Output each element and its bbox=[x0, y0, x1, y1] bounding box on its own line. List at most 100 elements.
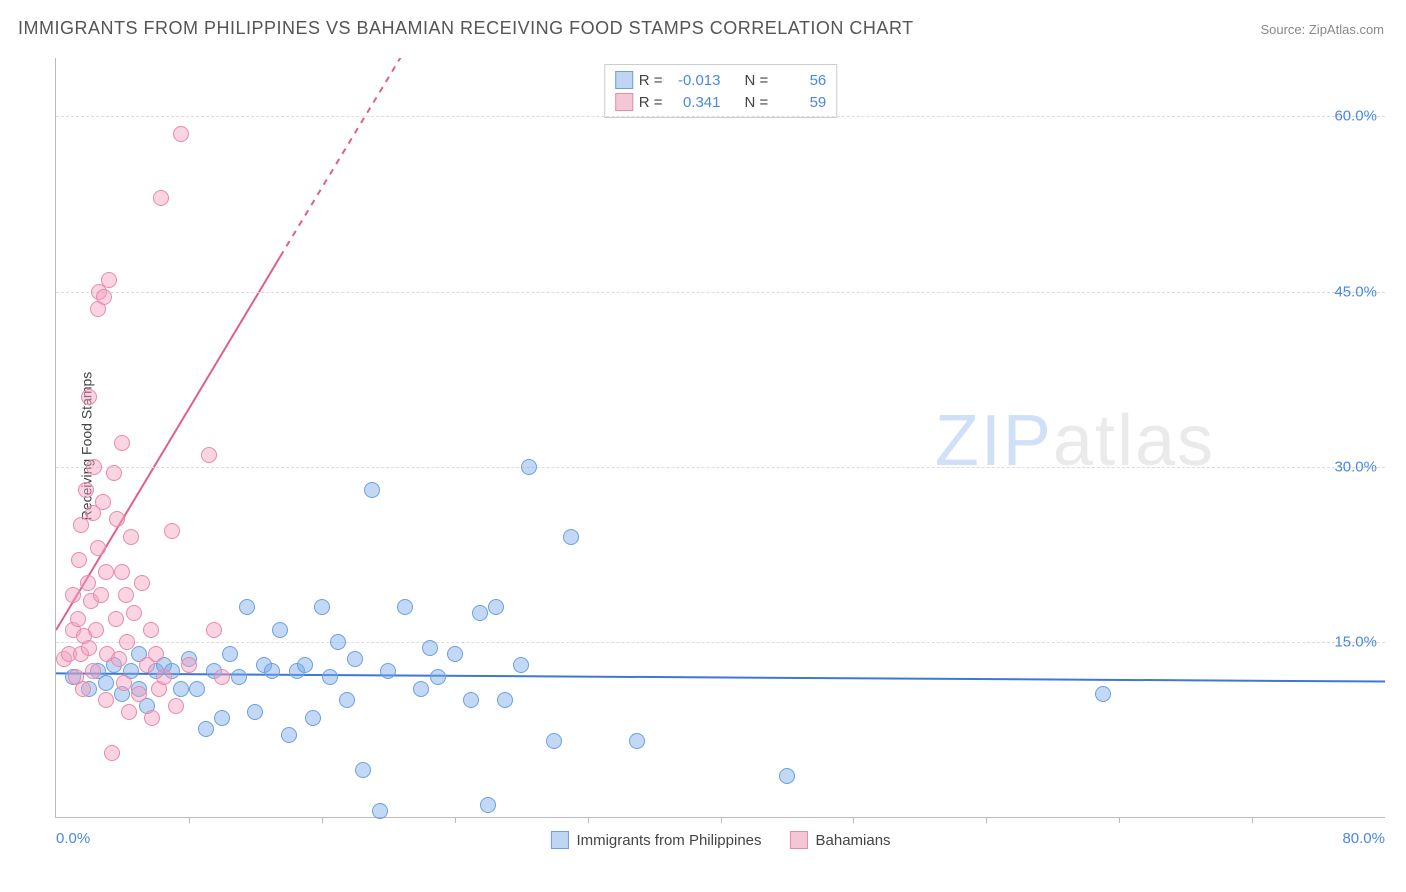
data-point bbox=[123, 529, 139, 545]
r-value-bahamians: 0.341 bbox=[669, 94, 721, 111]
data-point bbox=[104, 745, 120, 761]
data-point bbox=[118, 587, 134, 603]
data-point bbox=[488, 599, 504, 615]
gridline bbox=[56, 467, 1385, 468]
x-minor-tick bbox=[455, 817, 456, 823]
data-point bbox=[447, 646, 463, 662]
data-point bbox=[173, 681, 189, 697]
data-point bbox=[305, 710, 321, 726]
legend-row-bahamians: R = 0.341 N = 59 bbox=[615, 91, 827, 113]
scatter-plot-area: ZIPatlas R = -0.013 N = 56 R = 0.341 N =… bbox=[55, 58, 1385, 818]
swatch-philippines bbox=[615, 71, 633, 89]
data-point bbox=[297, 657, 313, 673]
data-point bbox=[106, 465, 122, 481]
x-minor-tick bbox=[853, 817, 854, 823]
y-tick-label: 45.0% bbox=[1334, 283, 1377, 300]
data-point bbox=[322, 669, 338, 685]
data-point bbox=[173, 126, 189, 142]
data-point bbox=[109, 511, 125, 527]
legend-item-philippines: Immigrants from Philippines bbox=[550, 831, 761, 849]
correlation-legend: R = -0.013 N = 56 R = 0.341 N = 59 bbox=[604, 64, 838, 118]
data-point bbox=[164, 523, 180, 539]
data-point bbox=[101, 272, 117, 288]
data-point bbox=[95, 494, 111, 510]
data-point bbox=[347, 651, 363, 667]
swatch-philippines-icon bbox=[550, 831, 568, 849]
data-point bbox=[521, 459, 537, 475]
swatch-bahamians bbox=[615, 93, 633, 111]
gridline bbox=[56, 642, 1385, 643]
data-point bbox=[168, 698, 184, 714]
data-point bbox=[214, 710, 230, 726]
data-point bbox=[90, 540, 106, 556]
series-legend: Immigrants from Philippines Bahamians bbox=[550, 831, 890, 849]
data-point bbox=[513, 657, 529, 673]
x-minor-tick bbox=[721, 817, 722, 823]
legend-row-philippines: R = -0.013 N = 56 bbox=[615, 69, 827, 91]
data-point bbox=[116, 675, 132, 691]
watermark-zip: ZIP bbox=[935, 401, 1053, 481]
data-point bbox=[181, 657, 197, 673]
data-point bbox=[355, 762, 371, 778]
data-point bbox=[546, 733, 562, 749]
chart-title: IMMIGRANTS FROM PHILIPPINES VS BAHAMIAN … bbox=[18, 18, 914, 39]
gridline bbox=[56, 292, 1385, 293]
data-point bbox=[264, 663, 280, 679]
data-point bbox=[214, 669, 230, 685]
data-point bbox=[80, 575, 96, 591]
data-point bbox=[247, 704, 263, 720]
x-minor-tick bbox=[1119, 817, 1120, 823]
data-point bbox=[314, 599, 330, 615]
data-point bbox=[1095, 686, 1111, 702]
data-point bbox=[98, 564, 114, 580]
legend-item-bahamians: Bahamians bbox=[790, 831, 891, 849]
data-point bbox=[114, 564, 130, 580]
data-point bbox=[81, 389, 97, 405]
data-point bbox=[239, 599, 255, 615]
data-point bbox=[497, 692, 513, 708]
x-minor-tick bbox=[588, 817, 589, 823]
data-point bbox=[364, 482, 380, 498]
data-point bbox=[75, 681, 91, 697]
data-point bbox=[397, 599, 413, 615]
data-point bbox=[131, 686, 147, 702]
data-point bbox=[81, 640, 97, 656]
data-point bbox=[156, 669, 172, 685]
data-point bbox=[153, 190, 169, 206]
data-point bbox=[413, 681, 429, 697]
data-point bbox=[114, 435, 130, 451]
x-minor-tick bbox=[986, 817, 987, 823]
data-point bbox=[85, 663, 101, 679]
data-point bbox=[339, 692, 355, 708]
data-point bbox=[206, 622, 222, 638]
data-point bbox=[563, 529, 579, 545]
data-point bbox=[380, 663, 396, 679]
x-tick-label: 80.0% bbox=[1342, 830, 1385, 847]
data-point bbox=[121, 704, 137, 720]
y-tick-label: 15.0% bbox=[1334, 633, 1377, 650]
data-point bbox=[281, 727, 297, 743]
data-point bbox=[70, 611, 86, 627]
swatch-bahamians-icon bbox=[790, 831, 808, 849]
data-point bbox=[86, 459, 102, 475]
data-point bbox=[372, 803, 388, 819]
r-value-philippines: -0.013 bbox=[669, 72, 721, 89]
data-point bbox=[472, 605, 488, 621]
data-point bbox=[144, 710, 160, 726]
data-point bbox=[65, 587, 81, 603]
data-point bbox=[126, 605, 142, 621]
data-point bbox=[88, 622, 104, 638]
data-point bbox=[143, 622, 159, 638]
data-point bbox=[93, 587, 109, 603]
n-value-philippines: 56 bbox=[774, 72, 826, 89]
x-minor-tick bbox=[322, 817, 323, 823]
data-point bbox=[430, 669, 446, 685]
data-point bbox=[111, 651, 127, 667]
legend-label-bahamians: Bahamians bbox=[816, 832, 891, 849]
n-value-bahamians: 59 bbox=[774, 94, 826, 111]
y-tick-label: 60.0% bbox=[1334, 108, 1377, 125]
gridline bbox=[56, 116, 1385, 117]
source-label: Source: ZipAtlas.com bbox=[1260, 22, 1384, 37]
x-tick-label: 0.0% bbox=[56, 830, 90, 847]
watermark-atlas: atlas bbox=[1053, 401, 1215, 481]
